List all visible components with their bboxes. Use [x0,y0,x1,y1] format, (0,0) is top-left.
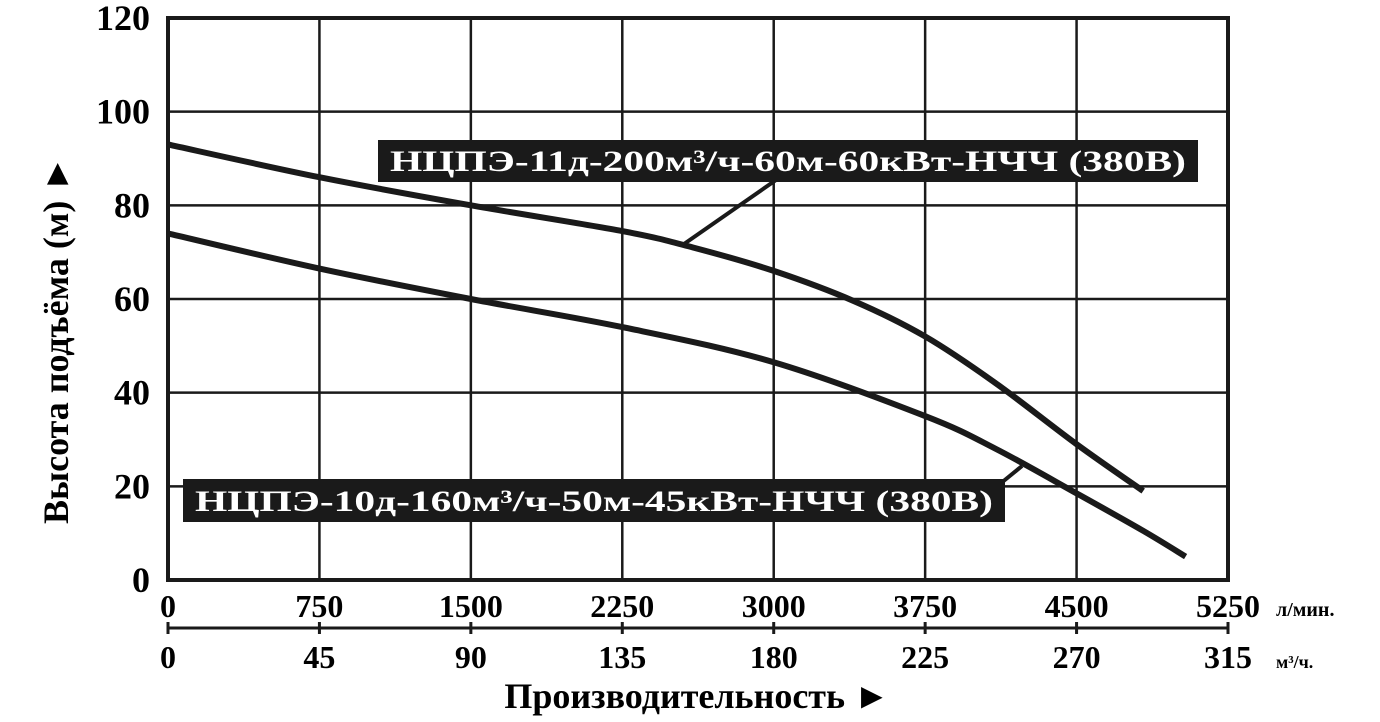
series-1-label: НЦПЭ-11д-200м³/ч-60м-60кВт-НЧЧ (380В) [390,145,1186,178]
x-axis-title: Производительность ► [504,676,889,716]
x-tick-label-lpm: 3750 [893,588,957,624]
x-unit-m3h: м³/ч. [1276,652,1313,672]
x-tick-labels-lpm: 0 750 1500 2250 3000 3750 4500 5250 [160,588,1260,624]
y-tick-labels: 0 20 40 60 80 100 120 [96,0,150,600]
x-tick-label-m3h: 0 [160,639,176,675]
series-1-leader-line [682,178,778,246]
y-tick-label: 80 [114,185,150,225]
x-tick-label-lpm: 5250 [1196,588,1260,624]
x-tick-label-m3h: 135 [598,639,646,675]
series-1-line [167,141,1145,494]
x-tick-label-lpm: 2250 [590,588,654,624]
x-tick-label-lpm: 1500 [439,588,503,624]
x-tick-label-lpm: 0 [160,588,176,624]
y-tick-label: 60 [114,279,150,319]
x-tick-label-m3h: 90 [455,639,487,675]
y-tick-label: 100 [96,92,150,132]
y-tick-label: 0 [132,560,150,600]
series-2-label: НЦПЭ-10д-160м³/ч-50м-45кВт-НЧЧ (380В) [195,485,993,518]
y-tick-label: 20 [114,466,150,506]
x-tick-label-m3h: 315 [1204,639,1252,675]
x-tick-label-lpm: 4500 [1045,588,1109,624]
series-1-label-box [378,140,1198,182]
x-tick-label-lpm: 3000 [742,588,806,624]
x-tick-label-m3h: 45 [303,639,335,675]
series-labels: НЦПЭ-11д-200м³/ч-60м-60кВт-НЧЧ (380В) НЦ… [183,140,1198,522]
series-layer [167,141,1188,560]
y-axis-title: Высота подъёма (м) ► [36,156,76,524]
series-2-label-box [183,479,1005,522]
series-2-line [167,230,1188,560]
y-tick-label: 120 [96,0,150,38]
plot-frame [166,16,1230,582]
x-tick-labels-m3h: 0 45 90 135 180 225 270 315 [160,622,1252,675]
x-unit-lpm: л/мин. [1276,599,1334,621]
x-tick-label-m3h: 225 [901,639,949,675]
x-tick-label-m3h: 270 [1053,639,1101,675]
y-tick-label: 40 [114,373,150,413]
x-tick-label-lpm: 750 [295,588,343,624]
x-tick-label-m3h: 180 [750,639,798,675]
